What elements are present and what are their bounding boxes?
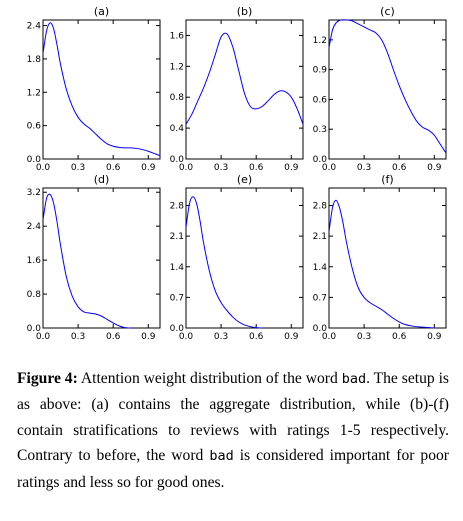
y-tick-label: 0.0: [27, 155, 42, 165]
y-tick-label: 0.9: [313, 66, 328, 76]
figure-charts: (a) 0.0 0.3 0.6 0.9 0.0 0.6 1.2 1.8 2.4 (b) 0.0 0.3 0…: [27, 5, 447, 342]
y-tick-label: 0.6: [27, 122, 42, 132]
caption-code: bad: [209, 448, 234, 465]
x-tick-label: 0.6: [249, 163, 264, 173]
y-tick-label: 0.8: [27, 290, 42, 300]
series-line: [185, 32, 304, 125]
x-tick-label: 0.3: [357, 332, 371, 342]
panel-title: (e): [237, 173, 252, 186]
x-tick-label: 0.3: [214, 332, 228, 342]
y-tick-label: 0.0: [27, 324, 42, 334]
caption-text: . The setup is as above: (a) contains th…: [17, 370, 449, 465]
x-tick-label: 0.3: [71, 163, 85, 173]
panel-title: (f): [381, 173, 393, 186]
y-tick-label: 0.0: [313, 324, 328, 334]
y-tick-label: 2.8: [170, 202, 185, 212]
x-tick-label: 0.9: [427, 163, 442, 173]
y-tick-label: 0.3: [313, 125, 327, 135]
y-tick-label: 1.6: [27, 256, 42, 266]
y-tick-label: 0.6: [313, 95, 328, 105]
y-tick-label: 0.0: [313, 155, 328, 165]
x-tick-label: 0.0: [179, 163, 194, 173]
x-tick-label: 0.6: [249, 332, 264, 342]
panel-title: (b): [237, 5, 253, 18]
series-line: [42, 22, 161, 157]
y-tick-label: 1.2: [27, 88, 41, 98]
x-tick-label: 0.0: [322, 332, 337, 342]
series-line: [42, 193, 131, 329]
x-tick-label: 0.9: [141, 163, 156, 173]
y-tick-label: 1.6: [170, 31, 185, 41]
x-tick-label: 0.0: [36, 332, 51, 342]
x-tick-label: 0.6: [392, 332, 407, 342]
plot-frame: [185, 187, 304, 329]
y-tick-label: 0.7: [170, 293, 184, 303]
series-line: [328, 199, 435, 329]
series-line: [328, 19, 447, 154]
x-tick-label: 0.6: [392, 163, 407, 173]
x-tick-label: 0.9: [141, 332, 156, 342]
panel-title: (a): [94, 5, 109, 18]
y-tick-label: 2.1: [313, 232, 327, 242]
series-line: [185, 196, 263, 329]
y-tick-label: 1.4: [170, 263, 185, 273]
y-tick-label: 1.4: [313, 263, 328, 273]
x-tick-label: 0.3: [71, 332, 85, 342]
y-tick-label: 1.2: [313, 36, 327, 46]
y-tick-label: 3.2: [27, 188, 41, 198]
x-tick-label: 0.0: [36, 163, 51, 173]
y-tick-label: 2.8: [313, 202, 328, 212]
caption-label: Figure 4:: [17, 370, 78, 387]
x-tick-label: 0.9: [284, 332, 299, 342]
y-tick-label: 2.4: [27, 22, 42, 32]
y-tick-label: 0.8: [170, 93, 185, 103]
caption-text: is considered important for poor ratings…: [17, 447, 449, 491]
y-tick-label: 0.4: [170, 124, 185, 134]
x-tick-label: 0.3: [357, 163, 371, 173]
panel-title: (d): [94, 173, 110, 186]
plot-frame: [42, 187, 161, 329]
x-tick-label: 0.6: [106, 332, 121, 342]
caption-code: bad: [341, 371, 367, 387]
x-tick-label: 0.9: [284, 163, 299, 173]
x-tick-label: 0.0: [179, 332, 194, 342]
caption-text: Attention weight distribution of the wor…: [77, 370, 342, 387]
panel-title: (c): [380, 5, 395, 18]
plot-frame: [328, 19, 447, 160]
y-tick-label: 2.1: [170, 232, 184, 242]
y-tick-label: 0.7: [313, 293, 327, 303]
figure-caption: Figure 4: Attention weight distribution …: [17, 366, 449, 495]
y-tick-label: 0.0: [170, 324, 185, 334]
y-tick-label: 2.4: [27, 222, 42, 232]
x-tick-label: 0.6: [106, 163, 121, 173]
plot-frame: [328, 187, 447, 329]
x-tick-label: 0.3: [214, 163, 228, 173]
y-tick-label: 0.0: [170, 155, 185, 165]
y-tick-label: 1.8: [27, 55, 42, 65]
x-tick-label: 0.9: [427, 332, 442, 342]
plot-frame: [185, 19, 304, 160]
y-tick-label: 1.2: [170, 62, 184, 72]
plot-frame: [42, 19, 161, 160]
x-tick-label: 0.0: [322, 163, 337, 173]
